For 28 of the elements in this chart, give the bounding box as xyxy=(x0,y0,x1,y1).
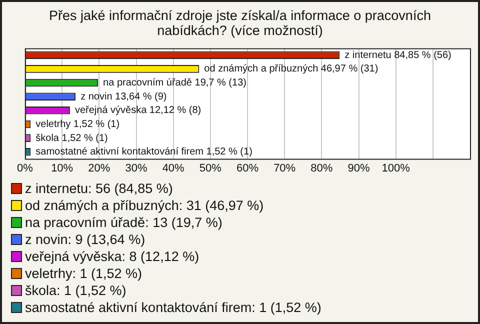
x-tick-label: 0% xyxy=(17,162,34,174)
data-label: z novin 13,64 % (9) xyxy=(80,91,167,102)
data-label: samostatné aktivní kontaktování firem 1,52 % (1) xyxy=(36,146,252,158)
legend-label: veřejná vývěska: 8 (12,12 %) xyxy=(25,249,200,264)
x-tick-label: 70% xyxy=(274,162,296,174)
data-label: veletrhy 1,52 % (1) xyxy=(36,118,120,130)
legend-label: na pracovním úřadě: 13 (19,7 %) xyxy=(25,215,222,230)
legend-label: samostatné aktivní kontaktování firem: 1 (1,52 %) xyxy=(25,300,322,315)
x-tick-label: 10% xyxy=(51,162,74,174)
legend-label: od známých a příbuzných: 31 (46,97 %) xyxy=(25,198,264,213)
x-tick-label: 60% xyxy=(236,162,259,174)
x-tick-label: 40% xyxy=(162,162,185,174)
x-tick-label: 20% xyxy=(88,162,110,174)
x-tick-label: 50% xyxy=(199,162,222,174)
data-label: na pracovním úřadě 19,7 % (13) xyxy=(103,78,246,89)
legend-label: z novin: 9 (13,64 %) xyxy=(25,232,146,247)
x-tick-label: 80% xyxy=(310,162,333,174)
chart-title: Přes jaké informační zdroje jste získal/a informace o pracovních nabídkách? (více možností) xyxy=(48,8,432,38)
x-tick-label: 90% xyxy=(348,162,370,174)
data-label: veřejná vývěska 12,12 % (8) xyxy=(74,105,202,116)
legend-label: škola: 1 (1,52 %) xyxy=(25,283,126,298)
legend-label: z internetu: 56 (84,85 %) xyxy=(25,181,173,196)
data-label: z internetu 84,85 % (56) xyxy=(344,50,452,61)
x-tick-label: 100% xyxy=(382,162,410,174)
data-label: od známých a příbuzných 46,97 % (31) xyxy=(204,64,378,75)
data-label: škola 1,52 % (1) xyxy=(36,132,108,144)
x-tick-label: 30% xyxy=(125,162,148,174)
legend-label: veletrhy: 1 (1,52 %) xyxy=(25,266,142,281)
